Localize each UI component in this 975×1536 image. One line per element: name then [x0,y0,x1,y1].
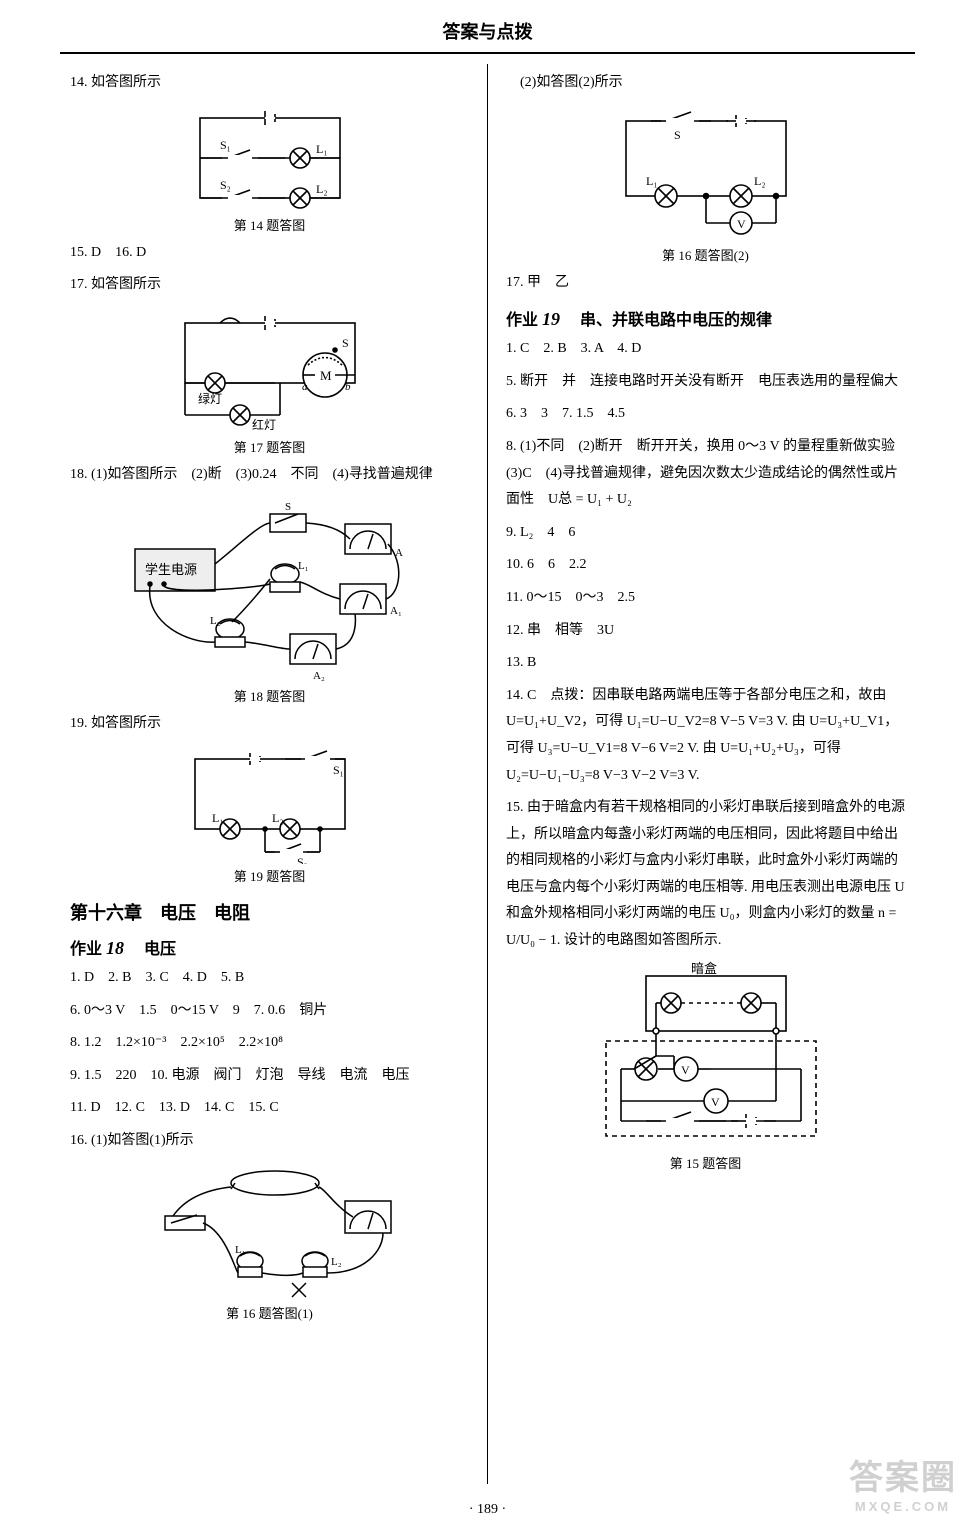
homework-19-title: 作业 19 串、并联电路中电压的规律 [506,306,905,330]
svg-text:L₁: L₁ [316,142,328,156]
hw19-a14: 14. C 点拨：因串联电路两端电压等于各部分电压之和，故由 U=U₁+U_V2… [506,683,905,789]
svg-text:L₂: L₂ [210,615,221,627]
svg-text:L₁: L₁ [646,174,658,188]
figure-19: S₁ S₂ L₁ L₂ 第 19 题答图 [70,744,469,885]
figure-16-2: S L₁ L₂ V 第 16 题答图(2) [506,103,905,264]
two-column-layout: 14. 如答图所示 [60,64,915,1484]
chapter-16-heading: 第十六章 电压 电阻 [70,899,469,925]
figure-14-caption: 第 14 题答图 [234,215,306,234]
hw19-a11: 11. 0～15 0～3 2.5 [506,585,905,612]
left-column: 14. 如答图所示 [60,64,487,1484]
hw18-a8: 8. 1.2 1.2×10⁻³ 2.2×10⁵ 2.2×10⁸ [70,1030,469,1057]
svg-text:L₂: L₂ [331,1256,342,1268]
hw-number: 19 [542,309,560,329]
hw18-a6-7: 6. 0～3 V 1.5 0～15 V 9 7. 0.6 铜片 [70,998,469,1025]
hw19-a9: 9. L₂ 4 6 [506,520,905,547]
hw19-a6-7: 6. 3 3 7. 1.5 4.5 [506,401,905,428]
hw-suffix: 串、并联电路中电压的规律 [564,312,772,329]
hw-prefix: 作业 [70,941,102,958]
svg-text:A₁: A₁ [390,605,402,617]
svg-text:S: S [342,336,349,350]
watermark-main: 答案圈 [849,1459,957,1497]
figure-16-1: L₁ L₂ 第 16 题答图(1) [70,1161,469,1322]
hw19-a5: 5. 断开 并 连接电路时开关没有断开 电压表选用的量程偏大 [506,369,905,396]
figure-15-caption: 第 15 题答图 [670,1153,742,1172]
answer-15-16: 15. D 16. D [70,240,469,267]
hw-number: 18 [106,938,124,958]
svg-text:V: V [711,1095,720,1109]
svg-text:b: b [345,381,351,393]
svg-text:L₁: L₁ [235,1244,246,1256]
answer-17: 17. 如答图所示 [70,272,469,299]
hw19-a13: 13. B [506,650,905,677]
figure-17-caption: 第 17 题答图 [234,437,306,456]
svg-text:A₂: A₂ [313,670,325,682]
hw19-a1: 1. C 2. B 3. A 4. D [506,336,905,363]
svg-text:V: V [681,1063,690,1077]
hw18-a17r: 17. 甲 乙 [506,270,905,297]
hw18-a16-1: 16. (1)如答图(1)所示 [70,1128,469,1155]
figure-18-caption: 第 18 题答图 [234,686,306,705]
figure-14: S₁ S₂ L₁ L₂ 第 14 题答图 [70,103,469,234]
svg-text:S₂: S₂ [297,855,308,864]
hw-suffix: 电压 [128,941,176,958]
hw18-a9-10: 9. 1.5 220 10. 电源 阀门 灯泡 导线 电流 电压 [70,1063,469,1090]
answer-18: 18. (1)如答图所示 (2)断 (3)0.24 不同 (4)寻找普遍规律 [70,462,469,489]
figure-19-caption: 第 19 题答图 [234,866,306,885]
svg-text:学生电源: 学生电源 [145,562,197,577]
svg-text:S₁: S₁ [333,763,344,777]
answer-14: 14. 如答图所示 [70,70,469,97]
svg-text:L₁: L₁ [298,560,309,572]
svg-text:L₂: L₂ [316,182,328,196]
hw18-a11-15: 11. D 12. C 13. D 14. C 15. C [70,1095,469,1122]
hw19-a8: 8. (1)不同 (2)断开 断开开关，换用 0～3 V 的量程重新做实验 (3… [506,434,905,514]
svg-text:S: S [674,128,681,142]
svg-text:S: S [285,501,291,513]
hw19-a10: 10. 6 6 2.2 [506,552,905,579]
hw19-a15: 15. 由于暗盒内有若干规格相同的小彩灯串联后接到暗盒外的电源上，所以暗盒内每盏… [506,795,905,955]
hw18-a16-2: (2)如答图(2)所示 [506,70,905,97]
svg-text:V: V [737,217,746,231]
svg-text:红灯: 红灯 [252,417,276,432]
svg-text:绿灯: 绿灯 [198,391,222,406]
svg-text:a: a [302,381,308,393]
svg-text:暗盒: 暗盒 [691,961,717,976]
figure-16-2-caption: 第 16 题答图(2) [662,245,749,264]
figure-15: 暗盒 V [506,961,905,1172]
svg-text:S₁: S₁ [220,138,231,152]
figure-18: 学生电源 S A A₁ [70,494,469,705]
svg-text:M: M [320,368,332,383]
homework-18-title: 作业 18 电压 [70,935,469,959]
watermark: 答案圈 MXQE.COM [849,1450,957,1514]
hw18-a1: 1. D 2. B 3. C 4. D 5. B [70,965,469,992]
svg-text:S₂: S₂ [220,178,231,192]
right-column: (2)如答图(2)所示 S L₁ [488,64,915,1484]
answer-19: 19. 如答图所示 [70,711,469,738]
watermark-sub: MXQE.COM [849,1499,957,1514]
figure-16-1-caption: 第 16 题答图(1) [226,1303,313,1322]
figure-17: M a b S 绿灯 红灯 第 17 题答图 [70,305,469,456]
svg-text:L₂: L₂ [754,174,766,188]
hw-prefix: 作业 [506,312,538,329]
svg-text:L₂: L₂ [272,811,284,825]
page-number: · 189 · [0,1502,975,1518]
svg-text:L₁: L₁ [212,811,224,825]
page-title: 答案与点拨 [0,0,975,44]
hw19-a12: 12. 串 相等 3U [506,618,905,645]
top-rule [60,52,915,54]
